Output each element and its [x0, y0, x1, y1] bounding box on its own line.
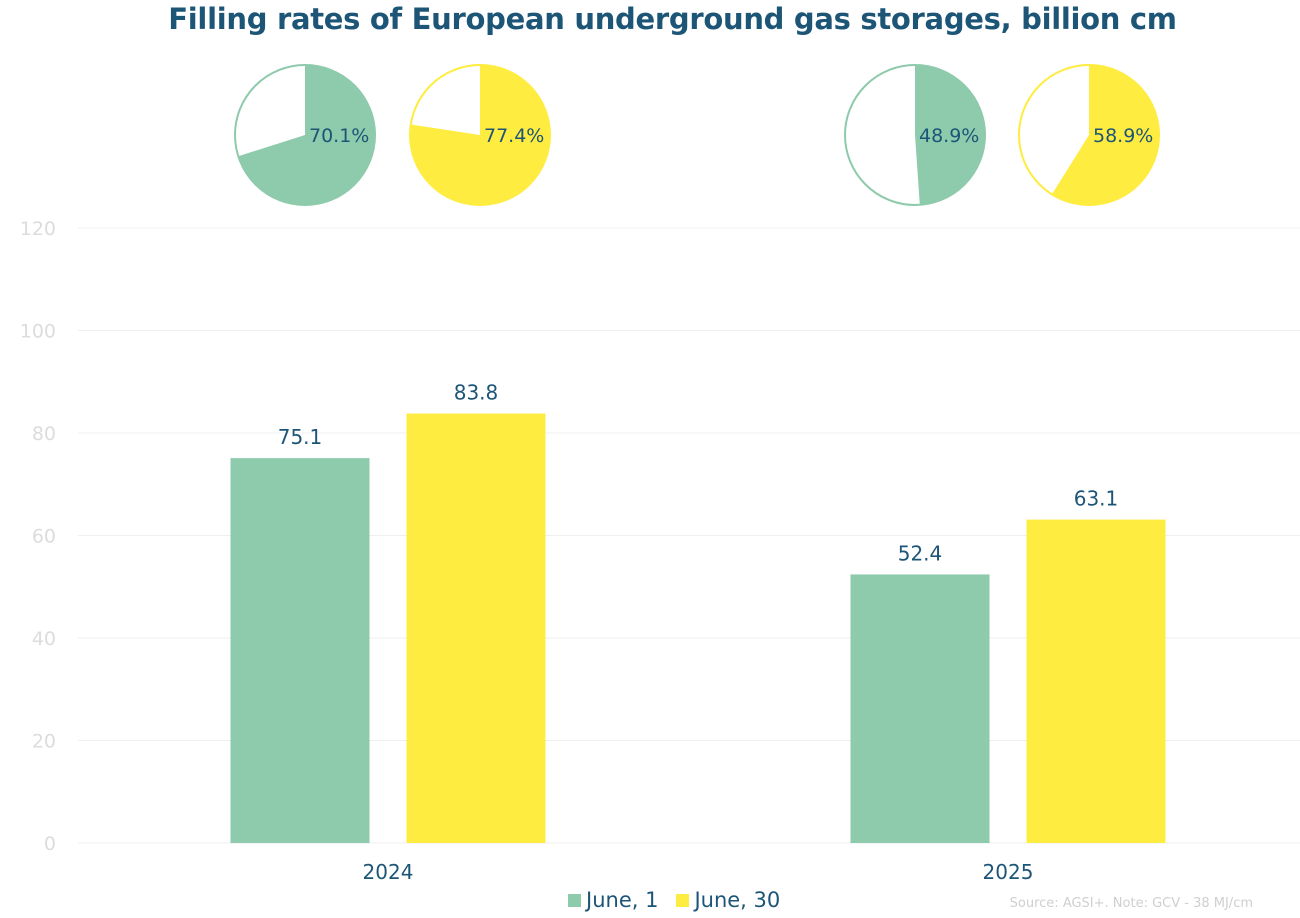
pie-slice [915, 65, 985, 205]
pie-slice [410, 65, 550, 205]
legend-label: June, 30 [694, 888, 781, 912]
x-axis-categories: 2024 2025 [363, 860, 1034, 884]
bar [406, 413, 546, 843]
x-category-label: 2024 [363, 860, 414, 884]
pie-chart: 77.4% [409, 64, 551, 206]
y-tick-label: 20 [32, 731, 56, 753]
legend: June, 1 June, 30 [568, 888, 798, 912]
y-tick-label: 40 [32, 628, 56, 650]
bars [230, 413, 1166, 843]
legend-item: June, 30 [676, 888, 780, 912]
bar-value-label: 75.1 [278, 425, 323, 449]
pie-chart: 58.9% [1018, 64, 1160, 206]
bar-value-label: 52.4 [898, 541, 943, 565]
pie-value-label: 70.1% [309, 125, 369, 147]
bar [230, 458, 370, 843]
legend-label: June, 1 [586, 888, 659, 912]
pie-chart: 48.9% [844, 64, 986, 206]
y-axis-ticks: 0 20 40 60 80 100 120 [20, 218, 56, 855]
y-tick-label: 0 [44, 833, 56, 855]
source-note: Source: AGSI+. Note: GCV - 38 MJ/cm [1009, 896, 1253, 911]
bar-value-labels: 75.1 83.8 52.4 63.1 [278, 381, 1119, 566]
y-tick-label: 100 [20, 321, 56, 343]
bar [1026, 519, 1166, 843]
y-tick-label: 80 [32, 423, 56, 445]
bar-value-label: 63.1 [1074, 487, 1119, 511]
legend-swatch [676, 893, 690, 907]
bar-value-label: 83.8 [454, 381, 499, 405]
pie-slice [238, 65, 375, 205]
pie-charts: 70.1% 77.4% 48.9% 58.9% [234, 64, 1160, 206]
chart-title: Filling rates of European underground ga… [168, 2, 1177, 36]
y-tick-label: 120 [20, 218, 56, 240]
y-tick-label: 60 [32, 526, 56, 548]
pie-chart: 70.1% [234, 64, 376, 206]
pie-value-label: 48.9% [919, 125, 979, 147]
bar [850, 574, 990, 843]
legend-swatch [568, 893, 581, 907]
legend-item: June, 1 [568, 888, 658, 912]
pie-value-label: 58.9% [1093, 125, 1153, 147]
x-category-label: 2025 [983, 860, 1034, 884]
pie-slice [1051, 65, 1159, 205]
pie-value-label: 77.4% [484, 125, 544, 147]
